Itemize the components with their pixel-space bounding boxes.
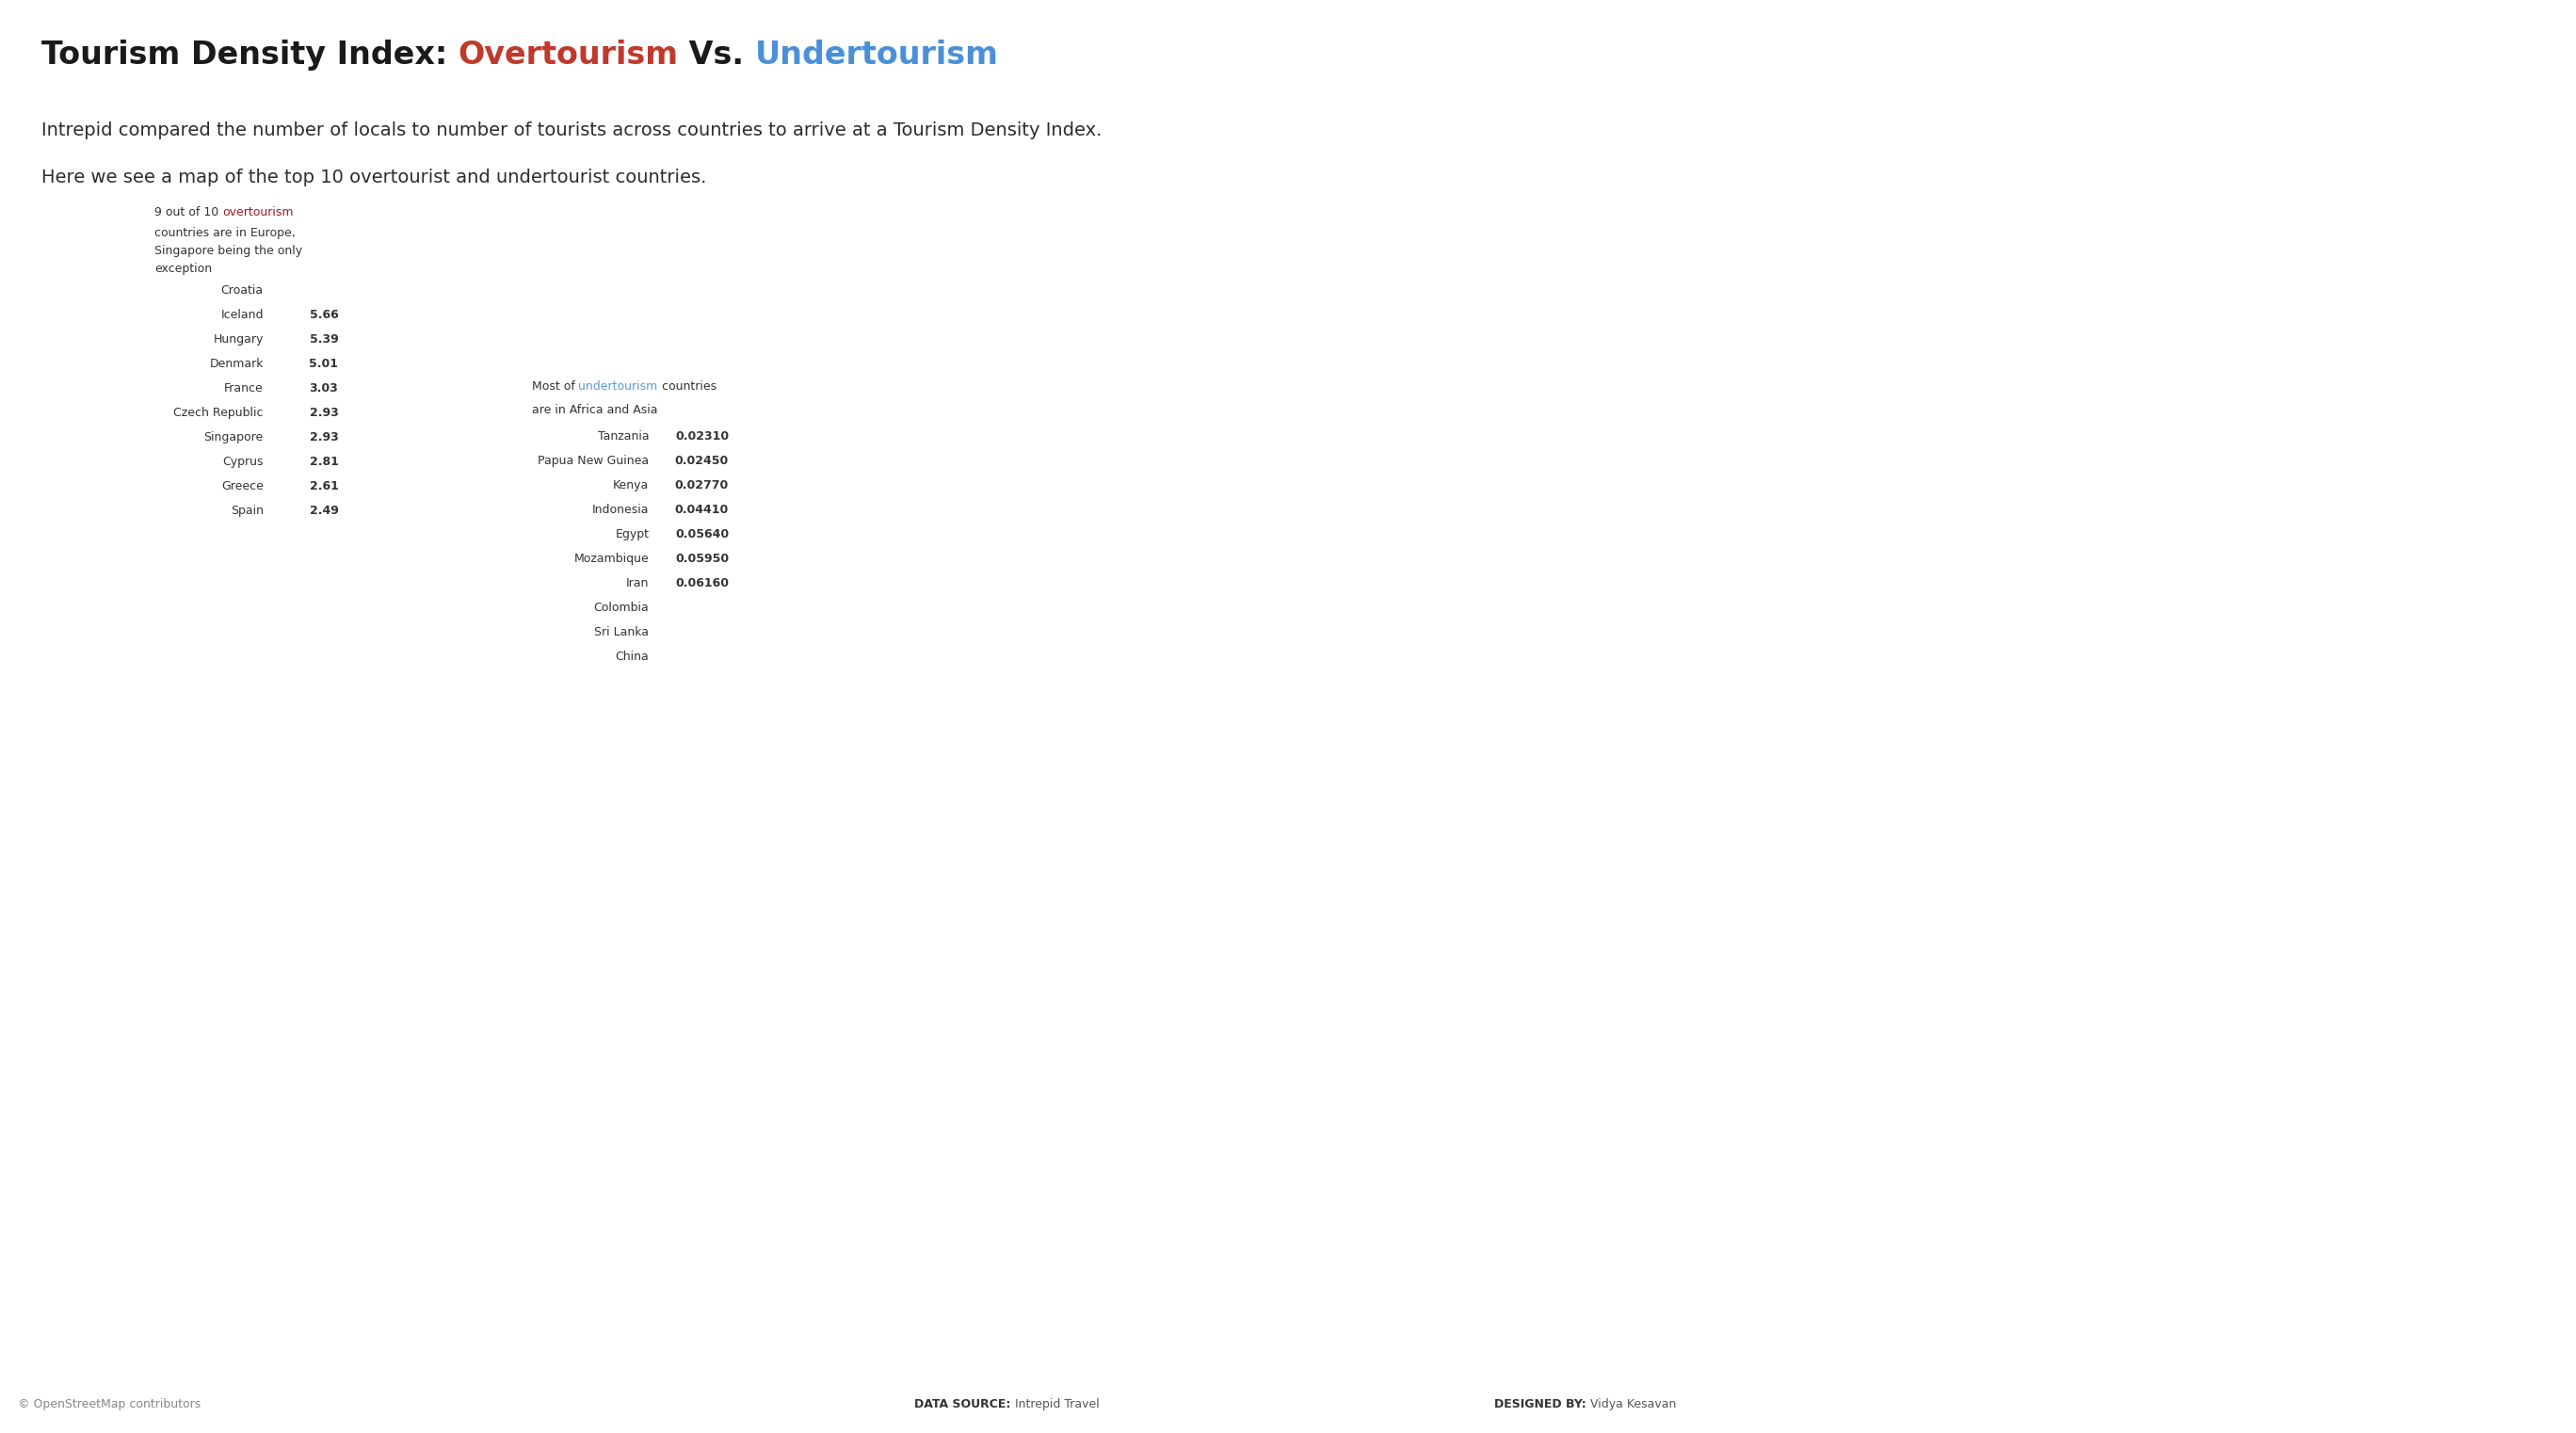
Text: 5.66: 5.66 [309, 310, 337, 321]
Text: Vs.: Vs. [677, 40, 755, 70]
Text: Tanzania: Tanzania [598, 430, 649, 443]
Text: © OpenStreetMap contributors: © OpenStreetMap contributors [18, 1399, 201, 1410]
Text: Czech Republic: Czech Republic [173, 407, 263, 420]
Text: Here we see a map of the top 10 overtourist and undertourist countries.: Here we see a map of the top 10 overtour… [41, 169, 706, 186]
Text: 2.93: 2.93 [309, 431, 337, 444]
Text: Colombia: Colombia [595, 602, 649, 615]
Text: 0.02770: 0.02770 [675, 480, 729, 492]
Text: China: China [616, 651, 649, 663]
Text: Iran: Iran [626, 577, 649, 589]
Text: exception: exception [155, 262, 211, 275]
Text: Intrepid compared the number of locals to number of tourists across countries to: Intrepid compared the number of locals t… [41, 122, 1103, 139]
Text: France: France [224, 383, 263, 394]
Text: Tourism Density Index:: Tourism Density Index: [41, 40, 459, 70]
Text: Singapore being the only: Singapore being the only [155, 245, 301, 257]
Text: 0.08320: 0.08320 [675, 602, 729, 615]
Text: 0.06160: 0.06160 [675, 577, 729, 589]
Text: 0.05640: 0.05640 [675, 529, 729, 540]
Text: Denmark: Denmark [209, 358, 263, 370]
Text: 13.81: 13.81 [301, 285, 337, 297]
Text: Most of: Most of [531, 380, 580, 393]
Text: 5.01: 5.01 [309, 358, 337, 370]
Text: Croatia: Croatia [222, 285, 263, 297]
Text: 2.49: 2.49 [309, 504, 337, 517]
Text: Undertourism: Undertourism [755, 40, 999, 70]
Text: Egypt: Egypt [616, 529, 649, 540]
Text: 0.04410: 0.04410 [675, 504, 729, 516]
Text: 0.02450: 0.02450 [675, 456, 729, 467]
Text: Indonesia: Indonesia [592, 504, 649, 516]
Text: Vidya Kesavan: Vidya Kesavan [1587, 1399, 1677, 1410]
Text: 0.10280: 0.10280 [675, 651, 729, 663]
Text: 2.61: 2.61 [309, 480, 337, 493]
Text: Spain: Spain [229, 504, 263, 517]
Text: Iceland: Iceland [222, 310, 263, 321]
Text: Intrepid Travel: Intrepid Travel [1010, 1399, 1100, 1410]
Text: 2.81: 2.81 [309, 456, 337, 469]
Text: Hungary: Hungary [214, 334, 263, 345]
Text: Mozambique: Mozambique [574, 553, 649, 565]
Text: countries: countries [657, 380, 716, 393]
Text: 9 out of 10: 9 out of 10 [155, 206, 222, 218]
Text: are in Africa and Asia: are in Africa and Asia [531, 404, 657, 416]
Text: DATA SOURCE:: DATA SOURCE: [914, 1399, 1010, 1410]
Text: 0.02310: 0.02310 [675, 430, 729, 443]
Text: Greece: Greece [222, 480, 263, 493]
Text: overtourism: overtourism [222, 206, 294, 218]
Text: Sri Lanka: Sri Lanka [595, 626, 649, 639]
Text: 5.39: 5.39 [309, 334, 337, 345]
Text: Kenya: Kenya [613, 480, 649, 492]
Text: Cyprus: Cyprus [222, 456, 263, 469]
Text: 2.93: 2.93 [309, 407, 337, 420]
Text: 0.05950: 0.05950 [675, 553, 729, 565]
Text: Overtourism: Overtourism [459, 40, 677, 70]
Text: 0.10220: 0.10220 [675, 626, 729, 639]
Text: DESIGNED BY:: DESIGNED BY: [1494, 1399, 1587, 1410]
Text: Singapore: Singapore [204, 431, 263, 444]
Text: 3.03: 3.03 [309, 383, 337, 394]
Text: undertourism: undertourism [580, 380, 657, 393]
Text: countries are in Europe,: countries are in Europe, [155, 226, 296, 239]
Text: Papua New Guinea: Papua New Guinea [538, 456, 649, 467]
